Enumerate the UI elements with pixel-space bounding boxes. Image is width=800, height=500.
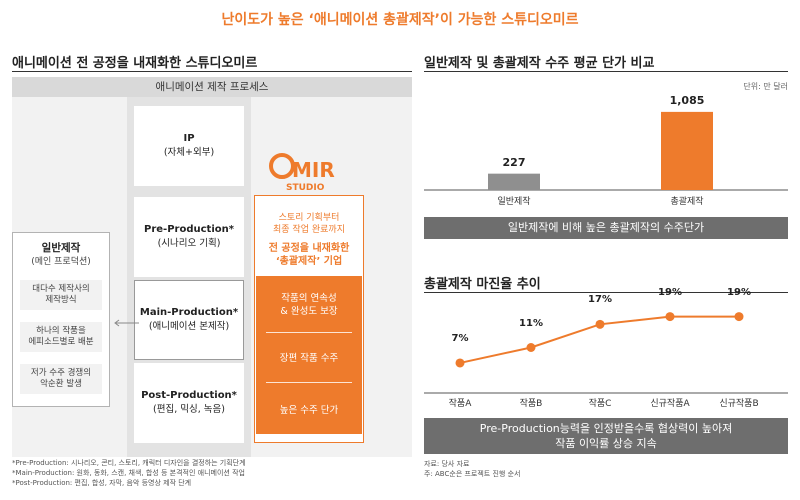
studio-desc-2: 전 공정을 내재화한 ‘총괄제작’ 기업 — [254, 242, 364, 268]
studio-desc-1: 스토리 기획부터 최종 작업 완료까지 — [254, 212, 364, 236]
order-note: 주: ABC순은 프로젝트 진행 순서 — [424, 470, 521, 478]
strength-continuity: 작품의 연속성 & 완성도 보장 — [256, 292, 362, 318]
general-item-1a: 대다수 제작사의 — [32, 284, 90, 294]
line-banner-line-2: 작품 이익률 상승 지속 — [555, 437, 657, 450]
line-banner-line-1: Pre-Production능력을 인정받을수록 협상력이 높아져 — [479, 422, 733, 435]
general-item-3b: 악순환 발생 — [40, 379, 82, 389]
arrow-left-icon — [114, 319, 139, 327]
main-title: 난이도가 높은 ‘애니메이션 총괄제작’이 가능한 스튜디오미르 — [221, 12, 579, 28]
bar-value-general: 227 — [502, 155, 526, 169]
general-production-sub: (메인 프로덕션) — [31, 257, 91, 267]
general-item-3a: 저가 수주 경쟁의 — [30, 368, 92, 378]
left-section-title: 애니메이션 전 공정을 내재화한 스튜디오미르 — [12, 56, 258, 71]
strength-line-1: 작품의 연속성 — [281, 293, 337, 304]
general-item-low-price: 저가 수주 경쟁의 악순환 발생 — [20, 364, 102, 394]
line-point-0 — [455, 358, 465, 368]
line-point-3 — [665, 312, 675, 322]
general-item-1b: 제작방식 — [45, 295, 77, 305]
line-point-4 — [734, 312, 744, 322]
stage-pre-sub: (시나리오 기획) — [157, 238, 221, 249]
general-item-2b: 에피소드별로 배분 — [28, 337, 94, 347]
line-value-label-1: 11% — [519, 317, 543, 329]
bar-title-rule — [424, 71, 788, 72]
bar-category-total: 총괄제작 — [670, 197, 704, 207]
footnote-post: *Post-Production: 편집, 합성, 자막, 음악 등영상 제작 … — [12, 479, 192, 487]
studio-line-2: 최종 작업 완료까지 — [273, 225, 345, 235]
line-category-4: 신규작품B — [719, 399, 759, 409]
studio-line-3: 전 공정을 내재화한 — [268, 243, 350, 254]
studio-line-4: ‘총괄제작’ 기업 — [275, 256, 343, 267]
bar-chart-title: 일반제작 및 총괄제작 수주 평균 단가 비교 — [424, 56, 655, 71]
stage-ip-label: IP — [183, 133, 195, 144]
bar-value-total: 1,085 — [669, 93, 705, 107]
bar-category-general: 일반제작 — [497, 197, 531, 207]
line-category-3: 신규작품A — [650, 399, 690, 409]
general-item-method: 대다수 제작사의 제작방식 — [20, 280, 102, 310]
line-title-rule — [424, 292, 788, 293]
studio-line-1: 스토리 기획부터 — [278, 213, 340, 223]
line-chart-banner: Pre-Production능력을 인정받을수록 협상력이 높아져 작품 이익률… — [424, 418, 788, 454]
footnote-main: *Main-Production: 원화, 동화, 스캔, 채색, 합성 등 본… — [12, 469, 245, 477]
line-value-label-2: 17% — [588, 294, 612, 306]
stage-post-production: Post-Production* (편집, 믹싱, 녹음) — [134, 363, 244, 443]
line-value-label-0: 7% — [451, 332, 469, 344]
footnote-pre: *Pre-Production: 시나리오, 콘티, 스토리, 캐릭터 디자인을… — [12, 459, 246, 467]
line-point-2 — [595, 319, 605, 329]
stage-post-sub: (편집, 믹싱, 녹음) — [153, 404, 225, 415]
strength-high-price: 높은 수주 단가 — [279, 405, 339, 416]
studio-mir-logo: MIR STUDIO — [269, 153, 335, 193]
line-chart — [424, 312, 788, 394]
stage-pre-production: Pre-Production* (시나리오 기획) — [134, 197, 244, 277]
strength-divider-1 — [266, 332, 352, 333]
general-production-title: 일반제작 — [41, 242, 81, 254]
left-title-rule — [12, 71, 412, 72]
line-point-1 — [526, 343, 536, 352]
general-item-episodes: 하나의 작품을 에피소드별로 배분 — [20, 322, 102, 352]
line-category-1: 작품B — [519, 399, 543, 409]
stage-main-production: Main-Production* (애니메이션 본제작) — [134, 280, 244, 360]
strength-line-2: & 완성도 보장 — [280, 306, 338, 317]
strength-divider-2 — [266, 382, 352, 383]
stage-ip: IP (자체+외부) — [134, 106, 244, 186]
stage-main-label: Main-Production* — [139, 307, 239, 318]
line-value-label-4: 19% — [727, 286, 751, 298]
line-chart-title: 총괄제작 마진율 추이 — [424, 277, 541, 292]
bar-0 — [488, 173, 540, 190]
stage-post-label: Post-Production* — [141, 390, 237, 401]
logo-studio: STUDIO — [286, 183, 325, 193]
bar-chart — [424, 111, 788, 191]
line-category-0: 작품A — [448, 399, 472, 409]
stage-main-sub: (애니메이션 본제작) — [148, 321, 230, 332]
line-category-2: 작품C — [588, 399, 612, 409]
bar-chart-banner: 일반제작에 비해 높은 총괄제작의 수주단가 — [424, 217, 788, 239]
stage-ip-sub: (자체+외부) — [163, 147, 215, 158]
bar-1 — [661, 111, 713, 190]
logo-letters: MIR — [292, 158, 335, 182]
source-note: 자료: 당사 자료 — [424, 460, 470, 468]
stage-pre-label: Pre-Production* — [144, 224, 234, 235]
line-value-label-3: 19% — [658, 286, 682, 298]
process-header: 애니메이션 제작 프로세스 — [12, 77, 412, 97]
studio-strengths-block — [256, 276, 362, 434]
bar-chart-unit: 단위: 만 달러 — [743, 82, 788, 91]
general-item-2a: 하나의 작품을 — [36, 326, 86, 336]
strength-long-form: 장편 작품 수주 — [279, 353, 339, 364]
